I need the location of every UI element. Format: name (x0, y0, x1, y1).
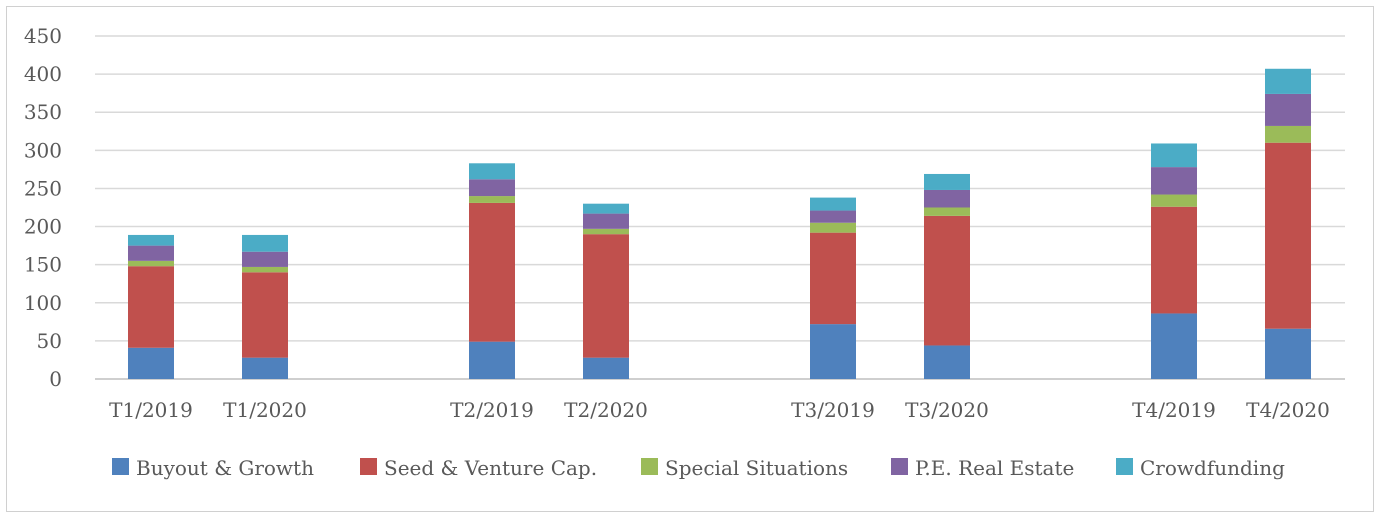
legend-label: Buyout & Growth (136, 456, 314, 480)
bar-segment (583, 213, 629, 229)
bar-segment (583, 228, 629, 235)
bar-segment (583, 203, 629, 214)
gridlines (95, 35, 1345, 380)
legend-swatch (891, 458, 908, 475)
bar-segment (128, 266, 174, 348)
bar-segment (242, 251, 288, 267)
legend-item: Buyout & Growth (112, 456, 314, 480)
x-tick-label: T4/2020 (1246, 398, 1330, 422)
legend-label: Special Situations (665, 456, 848, 480)
bar-segment (469, 179, 515, 197)
x-tick-label: T1/2020 (223, 398, 307, 422)
legend-item: Special Situations (641, 456, 848, 480)
bar-segment (469, 341, 515, 379)
bar-segment (924, 345, 970, 379)
bar-segment (810, 324, 856, 379)
bar-segment (810, 232, 856, 325)
legend-label: P.E. Real Estate (915, 456, 1074, 480)
legend-label: Seed & Venture Cap. (384, 456, 597, 480)
bar-segment (924, 215, 970, 346)
bar-segment (242, 266, 288, 273)
bar-segment (583, 234, 629, 358)
y-tick-label: 150 (24, 253, 62, 277)
bar-segment (1265, 328, 1311, 379)
bars (128, 68, 1311, 379)
x-tick-label: T3/2020 (905, 398, 989, 422)
legend-item: Seed & Venture Cap. (360, 456, 597, 480)
bar-segment (924, 207, 970, 216)
bar-segment (242, 234, 288, 252)
bar-segment (128, 260, 174, 267)
x-tick-label: T4/2019 (1132, 398, 1216, 422)
x-tick-label: T2/2019 (450, 398, 534, 422)
bar-segment (242, 272, 288, 358)
bar-segment (1151, 313, 1197, 379)
legend: Buyout & Growth Seed & Venture Cap. Specia… (112, 456, 1285, 480)
bar-segment (469, 202, 515, 342)
y-tick-label: 250 (24, 176, 62, 200)
bar-segment (469, 163, 515, 180)
x-tick-label: T3/2019 (791, 398, 875, 422)
bar-segment (810, 197, 856, 211)
bar-segment (810, 222, 856, 233)
bar-segment (242, 357, 288, 379)
legend-label: Crowdfunding (1140, 456, 1285, 480)
y-tick-label: 100 (24, 291, 62, 315)
y-tick-label: 0 (49, 367, 62, 391)
bar-segment (128, 347, 174, 379)
bar-segment (1265, 68, 1311, 94)
y-tick-label: 350 (24, 100, 62, 124)
y-axis-ticks: 0 50 100 150 200 250 300 350 400 450 (24, 24, 62, 391)
legend-swatch (1116, 458, 1133, 475)
bar-segment (1151, 167, 1197, 195)
bar-segment (1265, 125, 1311, 143)
legend-swatch (360, 458, 377, 475)
bar-segment (1151, 194, 1197, 207)
bar-segment (1151, 143, 1197, 168)
chart-frame (6, 6, 1374, 512)
y-tick-label: 300 (24, 138, 62, 162)
y-tick-label: 400 (24, 62, 62, 86)
bar-segment (128, 245, 174, 261)
bar-segment (1265, 93, 1311, 126)
y-tick-label: 200 (24, 215, 62, 239)
legend-item: Crowdfunding (1116, 456, 1285, 480)
x-axis-ticks: T1/2019 T1/2020 T2/2019 T2/2020 T3/2019 T3/20… (109, 398, 1330, 422)
bar-segment (924, 173, 970, 190)
bar-segment (469, 196, 515, 203)
legend-swatch (641, 458, 658, 475)
bar-segment (1265, 142, 1311, 329)
bar-segment (924, 189, 970, 208)
bar-segment (583, 357, 629, 379)
x-tick-label: T2/2020 (564, 398, 648, 422)
x-tick-label: T1/2019 (109, 398, 193, 422)
bar-segment (128, 234, 174, 246)
bar-segment (810, 210, 856, 223)
legend-swatch (112, 458, 129, 475)
legend-item: P.E. Real Estate (891, 456, 1074, 480)
y-tick-label: 50 (37, 329, 62, 353)
y-tick-label: 450 (24, 24, 62, 48)
bar-segment (1151, 206, 1197, 314)
